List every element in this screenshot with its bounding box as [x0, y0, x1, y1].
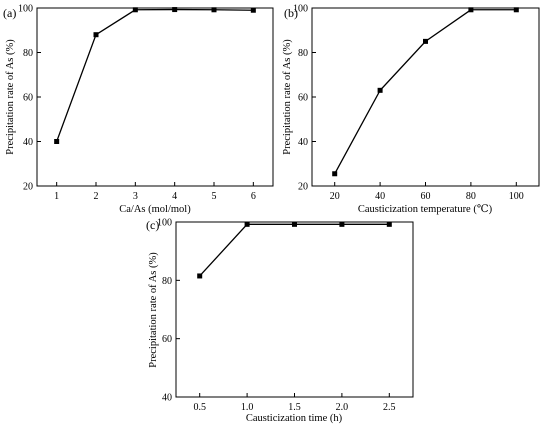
panel-c-data-point: [244, 221, 250, 227]
panel-a-y-tick-label: 20: [23, 182, 33, 193]
panel-b-y-tick-label: 80: [298, 48, 308, 59]
panel-b-y-tick-label: 20: [298, 182, 308, 193]
panel-b-x-tick-label: 80: [466, 191, 476, 202]
panel-b-data-point: [468, 7, 474, 13]
panel-c-y-tick-label: 100: [157, 218, 172, 229]
panel-c-data-point: [197, 273, 203, 279]
panel-a-data-point: [211, 7, 217, 13]
panel-b-y-axis-label: Precipitation rate of As (%): [282, 39, 293, 155]
panel-b-y-tick-label: 40: [298, 137, 308, 148]
panel-c-x-tick-label: 1.0: [241, 402, 254, 413]
panel-a-y-tick-label: 80: [23, 48, 33, 59]
panel-c-data-point: [292, 221, 297, 227]
panel-c: (c) Causticization time (h) Precipitatio…: [146, 218, 414, 424]
panel-c-frame: [175, 221, 414, 398]
panel-c-label: (c): [146, 218, 159, 232]
panel-b-x-tick-label: 40: [375, 191, 385, 202]
panel-a-x-tick-label: 4: [172, 191, 177, 202]
panel-c-data-point: [386, 221, 392, 227]
panel-b-frame: [311, 7, 540, 187]
panel-a-data-point: [54, 139, 60, 144]
panel-a-y-tick-label: 100: [18, 4, 33, 15]
panel-a-x-axis-label: Ca/As (mol/mol): [119, 204, 191, 215]
panel-b-data-point: [332, 171, 338, 177]
panel-c-y-tick-label: 80: [162, 276, 172, 287]
panel-a-y-tick-label: 40: [23, 137, 33, 148]
panel-a-y-tick-label: 60: [23, 93, 33, 104]
panel-a-data-point: [93, 32, 99, 38]
panel-a-x-tick-label: 6: [251, 191, 256, 202]
panel-c-series-line: [199, 223, 390, 277]
panel-c-y-tick-label: 40: [162, 393, 172, 404]
panel-c-x-axis-label: Causticization time (h): [246, 413, 343, 424]
panel-a-y-axis-label: Precipitation rate of As (%): [5, 39, 16, 155]
panel-c-x-tick-label: 1.5: [288, 402, 301, 413]
panel-c-y-tick-label: 60: [162, 334, 172, 345]
panel-a-x-tick-label: 1: [54, 191, 59, 202]
panel-a-data-point: [132, 7, 138, 13]
panel-b-y-tick-label: 100: [293, 4, 308, 15]
panel-c-data-point: [339, 221, 345, 227]
panel-b-y-tick-label: 60: [298, 93, 308, 104]
panel-c-y-axis-label: Precipitation rate of As (%): [148, 252, 159, 368]
panel-b-x-axis-label: Causticization temperature (℃): [358, 204, 493, 215]
panel-b: (b) Causticization temperature (℃) Preci…: [282, 4, 540, 215]
panel-b-series-line: [334, 9, 517, 175]
panel-b-x-tick-label: 100: [509, 191, 524, 202]
panel-b-data-point: [513, 7, 519, 13]
panel-a: (a) Ca/As (mol/mol) Precipitation rate o…: [3, 4, 274, 215]
panel-b-data-point: [377, 87, 383, 93]
panel-a-x-tick-label: 5: [212, 191, 217, 202]
panel-a-x-tick-label: 2: [94, 191, 99, 202]
panel-c-x-tick-label: 2.5: [383, 402, 396, 413]
panel-a-x-tick-label: 3: [133, 191, 138, 202]
panel-c-x-tick-label: 0.5: [193, 402, 206, 413]
panel-a-label: (a): [3, 6, 16, 20]
panel-b-label: (b): [284, 6, 298, 20]
panel-b-data-point: [423, 38, 428, 44]
panel-a-series-line: [56, 8, 254, 142]
panel-a-data-point: [250, 7, 256, 13]
panel-c-x-tick-label: 2.0: [336, 402, 349, 413]
panel-b-x-tick-label: 20: [330, 191, 340, 202]
panel-b-x-tick-label: 60: [421, 191, 431, 202]
panel-a-data-point: [172, 7, 178, 13]
